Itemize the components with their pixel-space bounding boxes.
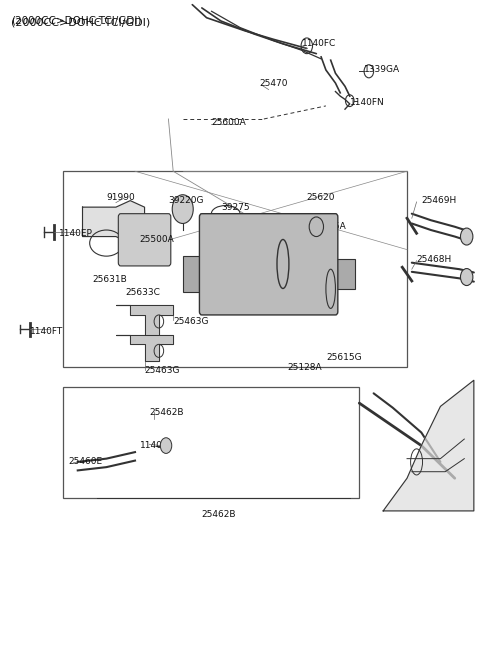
Text: 1140FN: 1140FN <box>350 98 384 107</box>
Text: 25462B: 25462B <box>202 510 236 519</box>
FancyBboxPatch shape <box>118 214 171 266</box>
Text: (2000CC>DOHC-TCI/GDI): (2000CC>DOHC-TCI/GDI) <box>11 16 141 26</box>
Circle shape <box>460 268 473 285</box>
Text: 25460E: 25460E <box>68 457 102 466</box>
Text: 25462B: 25462B <box>149 409 184 417</box>
Polygon shape <box>83 201 144 243</box>
Text: 25463G: 25463G <box>173 317 209 326</box>
Bar <box>336 259 355 289</box>
Circle shape <box>460 228 473 245</box>
Text: 25468H: 25468H <box>417 255 452 264</box>
FancyBboxPatch shape <box>199 214 338 315</box>
Polygon shape <box>383 380 474 511</box>
Text: 1140FC: 1140FC <box>302 39 336 49</box>
Circle shape <box>172 195 193 224</box>
Text: 1140EP: 1140EP <box>59 229 93 237</box>
Text: 39220G: 39220G <box>168 196 204 205</box>
Text: 1140FT: 1140FT <box>30 327 63 336</box>
Text: 25600A: 25600A <box>211 117 246 127</box>
Bar <box>63 171 407 367</box>
Text: 39275: 39275 <box>221 203 250 212</box>
Text: 25470: 25470 <box>259 79 288 87</box>
Text: 25500A: 25500A <box>140 236 175 244</box>
Circle shape <box>124 245 136 260</box>
Text: 25615G: 25615G <box>326 353 361 362</box>
Text: (2000CC>DOHC-TCI/GDI): (2000CC>DOHC-TCI/GDI) <box>11 18 150 28</box>
Text: 25463G: 25463G <box>144 366 180 375</box>
Text: 91990: 91990 <box>107 193 135 202</box>
Text: 25633C: 25633C <box>125 287 160 297</box>
Text: 1140EJ: 1140EJ <box>140 441 171 450</box>
Text: 25469H: 25469H <box>421 196 456 205</box>
Polygon shape <box>116 305 173 335</box>
Text: 25623T: 25623T <box>274 236 307 244</box>
Text: 25631B: 25631B <box>92 274 127 283</box>
Text: 1339GA: 1339GA <box>364 66 400 75</box>
Text: 25128A: 25128A <box>288 363 323 372</box>
Text: 25615A: 25615A <box>312 222 347 232</box>
Bar <box>63 387 360 498</box>
Polygon shape <box>116 335 173 361</box>
Circle shape <box>160 438 172 453</box>
Text: 25620: 25620 <box>307 193 336 202</box>
Bar <box>183 256 206 292</box>
